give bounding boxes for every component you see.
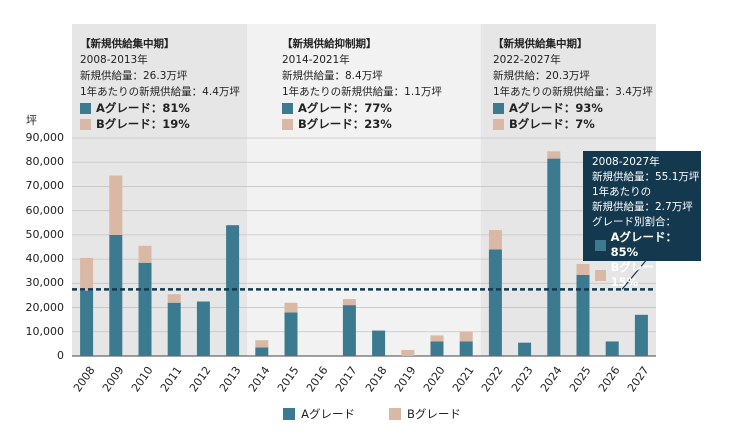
y-tick-label: 0	[57, 349, 64, 362]
chart-legend: Aグレード Bグレード	[0, 406, 744, 422]
y-tick-label: 60,000	[25, 203, 65, 217]
period-annotation-3: 【新規供給集中期】 2022-2027年 新規供給：20.3万坪 1年あたりの新…	[493, 36, 653, 132]
b-share-text: Bグレード：15%	[610, 260, 677, 289]
period-supply: 新規供給：20.3万坪	[493, 70, 590, 82]
overall-summary-callout: 2008-2027年 新規供給量：55.1万坪 1年あたりの 新規供給量：2.7…	[583, 151, 701, 289]
y-axis-unit: 坪	[26, 114, 37, 127]
period-a-share: Aグレード：77%	[282, 100, 442, 116]
period-band-1	[72, 24, 248, 356]
callout-supply: 新規供給量：55.1万坪	[592, 171, 700, 183]
bar-b-grade-2015	[284, 302, 298, 313]
bar-a-grade-2011	[167, 302, 181, 356]
period-annotation-2: 【新規供給抑制期】 2014-2021年 新規供給量：8.4万坪 1年あたりの新…	[282, 36, 442, 132]
bar-a-grade-2026	[605, 341, 619, 356]
bar-b-grade-2024	[547, 151, 561, 159]
y-tick-label: 20,000	[25, 300, 65, 314]
period-per-year: 1年あたりの新規供給量：1.1万坪	[282, 86, 442, 98]
period-b-share: Bグレード：7%	[493, 116, 653, 132]
period-heading: 【新規供給集中期】	[493, 38, 588, 50]
a-share-text: Aグレード：85%	[610, 230, 677, 259]
period-band-2	[247, 24, 481, 356]
callout-per-year-1: 1年あたりの	[592, 186, 652, 198]
y-tick-label: 70,000	[25, 179, 65, 193]
a-grade-swatch	[80, 102, 91, 114]
period-years: 2008-2013年	[80, 54, 148, 66]
a-share-text: Aグレード：81%	[96, 101, 190, 115]
y-tick-label: 50,000	[25, 227, 65, 241]
bar-a-grade-2018	[372, 330, 386, 356]
callout-a-share: Aグレード：85%	[595, 230, 701, 260]
period-b-share: Bグレード：19%	[80, 116, 240, 132]
bar-a-grade-2015	[284, 312, 298, 356]
bar-b-grade-2008	[80, 257, 94, 291]
a-share-text: Aグレード：93%	[509, 101, 603, 115]
bar-a-grade-2021	[459, 341, 473, 356]
legend-item-b-grade: Bグレード	[388, 406, 461, 422]
bar-b-grade-2017	[342, 299, 356, 306]
bar-a-grade-2020	[430, 341, 444, 356]
period-supply: 新規供給量：26.3万坪	[80, 70, 188, 82]
b-grade-swatch	[282, 118, 293, 130]
bar-a-grade-2009	[109, 234, 123, 356]
bar-a-grade-2025	[576, 274, 590, 356]
b-share-text: Bグレード：19%	[96, 117, 190, 131]
period-years: 2014-2021年	[282, 54, 350, 66]
y-tick-label: 90,000	[25, 131, 65, 144]
a-grade-swatch	[282, 102, 293, 114]
a-grade-swatch	[283, 408, 296, 420]
a-grade-swatch	[595, 239, 606, 251]
legend-label-b: Bグレード	[406, 407, 461, 421]
bar-b-grade-2021	[459, 331, 473, 342]
period-a-share: Aグレード：93%	[493, 100, 653, 116]
bar-a-grade-2027	[634, 314, 648, 356]
b-share-text: Bグレード：7%	[509, 117, 595, 131]
bar-b-grade-2019	[401, 349, 415, 356]
period-per-year: 1年あたりの新規供給量：4.4万坪	[80, 86, 240, 98]
bar-b-grade-2020	[430, 335, 444, 342]
period-annotation-1: 【新規供給集中期】 2008-2013年 新規供給量：26.3万坪 1年あたりの…	[80, 36, 240, 132]
bar-a-grade-2023	[518, 342, 532, 356]
callout-years: 2008-2027年	[592, 156, 660, 168]
legend-item-a-grade: Aグレード	[283, 406, 355, 422]
a-share-text: Aグレード：77%	[298, 101, 392, 115]
a-grade-swatch	[493, 102, 504, 114]
callout-b-share: Bグレード：15%	[595, 260, 701, 290]
period-supply: 新規供給量：8.4万坪	[282, 70, 383, 82]
bar-a-grade-2008	[80, 290, 94, 356]
callout-per-year-2: 新規供給量：2.7万坪	[592, 201, 693, 213]
period-per-year: 1年あたりの新規供給量：3.4万坪	[493, 86, 653, 98]
bar-b-grade-2009	[109, 175, 123, 235]
b-grade-swatch	[493, 118, 504, 130]
period-heading: 【新規供給抑制期】	[282, 38, 377, 50]
period-b-share: Bグレード：23%	[282, 116, 442, 132]
y-tick-label: 80,000	[25, 155, 65, 169]
bar-b-grade-2025	[576, 263, 590, 275]
y-tick-label: 40,000	[25, 252, 65, 266]
bar-a-grade-2014	[255, 347, 269, 356]
callout-pointer-line	[621, 257, 649, 290]
bar-b-grade-2010	[138, 245, 152, 263]
bar-a-grade-2024	[547, 158, 561, 356]
period-heading: 【新規供給集中期】	[80, 38, 175, 50]
bar-b-grade-2022	[488, 230, 502, 250]
y-tick-label: 10,000	[25, 324, 65, 338]
bar-b-grade-2011	[167, 294, 181, 303]
b-grade-swatch	[80, 118, 91, 130]
period-years: 2022-2027年	[493, 54, 561, 66]
b-grade-swatch	[595, 269, 606, 281]
b-share-text: Bグレード：23%	[298, 117, 392, 131]
bar-a-grade-2010	[138, 262, 152, 356]
y-tick-label: 30,000	[25, 276, 65, 290]
period-a-share: Aグレード：81%	[80, 100, 240, 116]
bar-b-grade-2014	[255, 340, 269, 348]
bar-a-grade-2012	[196, 301, 210, 356]
bar-a-grade-2017	[342, 305, 356, 356]
legend-label-a: Aグレード	[301, 407, 355, 421]
bar-a-grade-2022	[488, 249, 502, 356]
callout-ratio-label: グレード別割合：	[592, 216, 676, 228]
b-grade-swatch	[388, 408, 401, 420]
